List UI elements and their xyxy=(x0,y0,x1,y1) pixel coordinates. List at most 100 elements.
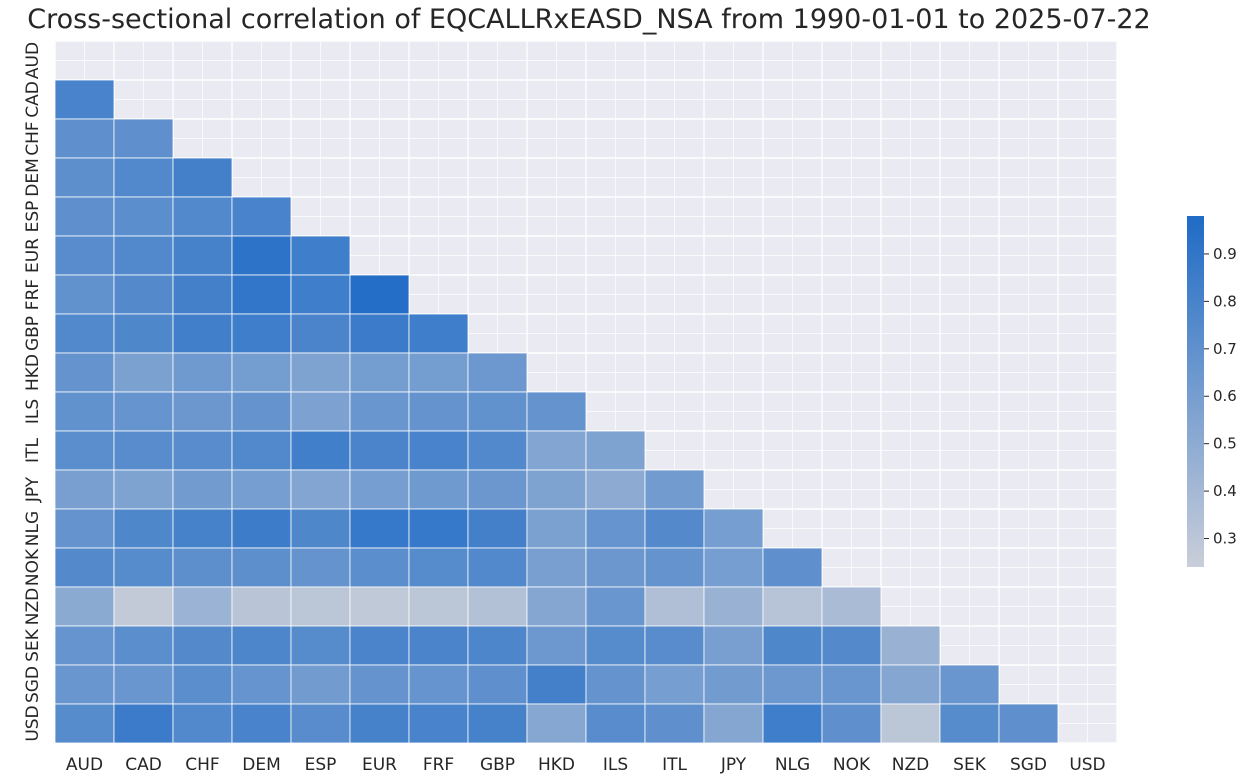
heatmap-cell-nzd-eur xyxy=(349,586,410,627)
heatmap-cell-nok-dem xyxy=(231,547,292,588)
heatmap-cell-nlg-itl xyxy=(644,508,705,549)
heatmap-cell-itl-frf xyxy=(408,430,469,471)
heatmap-cell-sek-gbp xyxy=(467,625,528,666)
heatmap-cell-nzd-ils xyxy=(585,586,646,627)
y-tick-label: AUD xyxy=(23,42,43,79)
x-tick-label: CAD xyxy=(125,755,162,775)
heatmap-cell-jpy-chf xyxy=(172,469,233,510)
heatmap-cell-nok-aud xyxy=(54,547,115,588)
heatmap-cell-sgd-chf xyxy=(172,664,233,705)
heatmap-cell-gbp-chf xyxy=(172,313,233,354)
x-tick-label: NOK xyxy=(833,755,871,775)
heatmap-cell-ils-chf xyxy=(172,391,233,432)
heatmap-cell-ils-hkd xyxy=(526,391,587,432)
heatmap-cell-gbp-dem xyxy=(231,313,292,354)
heatmap-cell-hkd-aud xyxy=(54,352,115,393)
heatmap-cell-usd-gbp xyxy=(467,703,528,744)
y-tick-label: SGD xyxy=(23,666,43,703)
heatmap-cell-ils-dem xyxy=(231,391,292,432)
heatmap-cell-ils-gbp xyxy=(467,391,528,432)
heatmap-cell-usd-itl xyxy=(644,703,705,744)
x-tick-label: ITL xyxy=(662,755,687,775)
heatmap-cell-gbp-frf xyxy=(408,313,469,354)
heatmap-cell-nok-cad xyxy=(113,547,174,588)
heatmap-cell-sgd-ils xyxy=(585,664,646,705)
y-tick-label: JPY xyxy=(23,476,43,503)
heatmap-cell-nlg-esp xyxy=(290,508,351,549)
heatmap-cell-cad-aud xyxy=(54,79,115,120)
x-tick-label: EUR xyxy=(362,755,397,775)
heatmap-cell-sek-hkd xyxy=(526,625,587,666)
heatmap-cell-jpy-dem xyxy=(231,469,292,510)
heatmap-cell-chf-cad xyxy=(113,118,174,159)
heatmap-cell-nlg-cad xyxy=(113,508,174,549)
heatmap-cell-dem-cad xyxy=(113,157,174,198)
colorbar-gradient xyxy=(1187,216,1204,567)
heatmap-cell-hkd-frf xyxy=(408,352,469,393)
heatmap-cell-usd-nzd xyxy=(880,703,941,744)
heatmap-cell-usd-ils xyxy=(585,703,646,744)
heatmap-cell-jpy-hkd xyxy=(526,469,587,510)
heatmap-cell-sgd-gbp xyxy=(467,664,528,705)
heatmap-cell-jpy-cad xyxy=(113,469,174,510)
heatmap-cell-nok-itl xyxy=(644,547,705,588)
heatmap-cell-nlg-dem xyxy=(231,508,292,549)
y-tick-label: ITL xyxy=(23,438,43,463)
heatmap-cell-esp-aud xyxy=(54,196,115,237)
heatmap-cell-ils-frf xyxy=(408,391,469,432)
heatmap-cell-usd-dem xyxy=(231,703,292,744)
x-tick-label: HKD xyxy=(538,755,575,775)
heatmap-cell-sgd-cad xyxy=(113,664,174,705)
heatmap-cell-sek-nok xyxy=(821,625,882,666)
y-tick-label: NOK xyxy=(23,548,43,586)
heatmap-cell-usd-nok xyxy=(821,703,882,744)
heatmap-cell-nlg-eur xyxy=(349,508,410,549)
heatmap-cell-jpy-frf xyxy=(408,469,469,510)
heatmap-cell-nzd-frf xyxy=(408,586,469,627)
x-tick-label: SEK xyxy=(953,755,987,775)
colorbar: 0.3 0.4 0.5 0.6 0.7 0.8 0.9 xyxy=(1187,216,1237,567)
colorbar-tick-label: 0.4 xyxy=(1213,482,1237,500)
heatmap-cell-nlg-ils xyxy=(585,508,646,549)
heatmap-cell-usd-jpy xyxy=(703,703,764,744)
heatmap-cell-jpy-ils xyxy=(585,469,646,510)
heatmap-cell-nlg-frf xyxy=(408,508,469,549)
heatmap-cell-hkd-eur xyxy=(349,352,410,393)
heatmap-cell-nzd-esp xyxy=(290,586,351,627)
heatmap-cell-usd-nlg xyxy=(762,703,823,744)
heatmap-cell-ils-esp xyxy=(290,391,351,432)
x-tick-label: DEM xyxy=(242,755,281,775)
heatmap-cell-eur-dem xyxy=(231,235,292,276)
heatmap-cells xyxy=(54,79,1059,744)
heatmap-cell-nok-esp xyxy=(290,547,351,588)
y-tick-label: CAD xyxy=(23,81,43,118)
heatmap-cell-sek-dem xyxy=(231,625,292,666)
heatmap-cell-nzd-hkd xyxy=(526,586,587,627)
y-tick-label: NLG xyxy=(23,511,43,546)
colorbar-tick-label: 0.8 xyxy=(1213,292,1237,310)
heatmap-cell-dem-aud xyxy=(54,157,115,198)
heatmap-cell-itl-hkd xyxy=(526,430,587,471)
heatmap-cell-sek-aud xyxy=(54,625,115,666)
x-tick-label: JPY xyxy=(720,755,747,775)
chart-title: Cross-sectional correlation of EQCALLRxE… xyxy=(27,4,1151,35)
heatmap-cell-sgd-hkd xyxy=(526,664,587,705)
y-tick-label: EUR xyxy=(23,238,43,273)
heatmap-cell-esp-dem xyxy=(231,196,292,237)
heatmap-cell-dem-chf xyxy=(172,157,233,198)
heatmap-cell-sek-ils xyxy=(585,625,646,666)
heatmap-cell-nzd-itl xyxy=(644,586,705,627)
heatmap-cell-frf-eur xyxy=(349,274,410,315)
heatmap-cell-nlg-jpy xyxy=(703,508,764,549)
heatmap-cell-sek-jpy xyxy=(703,625,764,666)
heatmap-cell-gbp-esp xyxy=(290,313,351,354)
heatmap-cell-sgd-nzd xyxy=(880,664,941,705)
x-tick-label: ILS xyxy=(603,755,628,775)
y-tick-label: CHF xyxy=(23,121,43,155)
heatmap-cell-frf-cad xyxy=(113,274,174,315)
heatmap-cell-hkd-gbp xyxy=(467,352,528,393)
y-tick-label: NZD xyxy=(23,588,43,625)
y-tick-label: ESP xyxy=(23,201,43,233)
y-tick-label: USD xyxy=(23,705,43,741)
heatmap-cell-itl-aud xyxy=(54,430,115,471)
